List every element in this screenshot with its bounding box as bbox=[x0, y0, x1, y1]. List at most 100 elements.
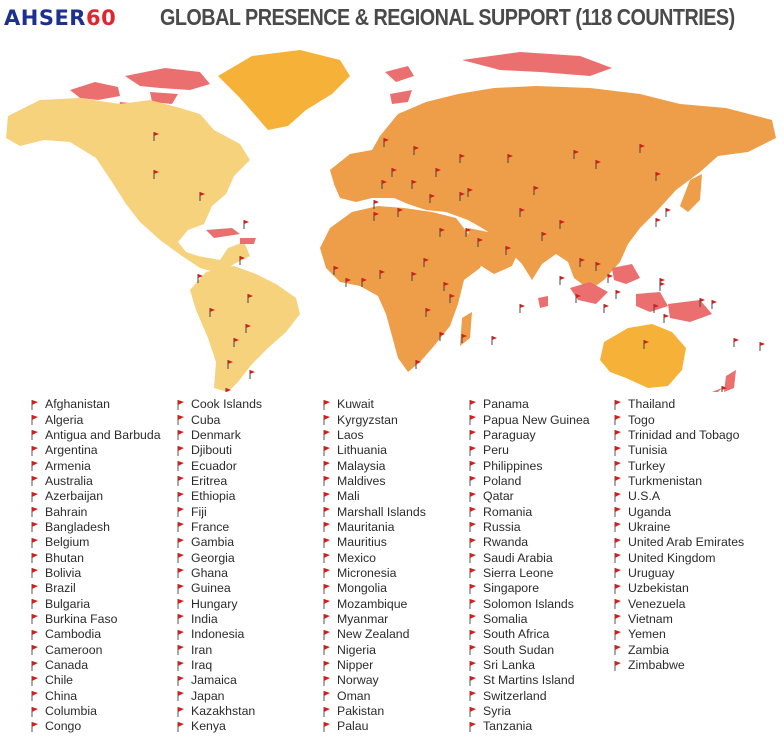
map-flag-marker bbox=[209, 308, 215, 317]
country-list-item: Eritrea bbox=[176, 474, 262, 489]
red-flag-pin-icon bbox=[323, 415, 330, 426]
country-list-item: Uganda bbox=[613, 504, 744, 519]
country-list-item: Kuwait bbox=[322, 397, 426, 412]
red-flag-pin-icon bbox=[177, 430, 184, 441]
country-name: Mozambique bbox=[337, 596, 408, 611]
map-flag-marker bbox=[579, 258, 585, 267]
map-flag-marker bbox=[699, 298, 705, 307]
red-flag-pin-icon bbox=[469, 445, 476, 456]
country-list-item: Kenya bbox=[176, 719, 262, 734]
country-name: Congo bbox=[45, 719, 82, 734]
map-flag-marker bbox=[397, 208, 403, 217]
country-name: Guinea bbox=[191, 581, 231, 596]
country-list-item: Indonesia bbox=[176, 627, 262, 642]
country-list-item: Uruguay bbox=[613, 566, 744, 581]
red-flag-pin-icon bbox=[177, 461, 184, 472]
red-flag-pin-icon bbox=[323, 522, 330, 533]
country-list-item: Papua New Guinea bbox=[468, 412, 590, 427]
country-list-item: Jamaica bbox=[176, 673, 262, 688]
country-name: Mali bbox=[337, 489, 360, 504]
country-column: Panama Papua New Guinea Paraguay Peru Philip… bbox=[468, 397, 590, 735]
country-column: Cook Islands Cuba Denmark Djibouti Ecuador Er… bbox=[176, 397, 262, 735]
country-list-item: Mexico bbox=[322, 550, 426, 565]
map-flag-marker bbox=[199, 192, 205, 201]
red-flag-pin-icon bbox=[31, 445, 38, 456]
red-flag-pin-icon bbox=[614, 583, 621, 594]
country-list-item: Belgium bbox=[30, 535, 161, 550]
red-flag-pin-icon bbox=[323, 599, 330, 610]
country-list-item: Turkmenistan bbox=[613, 474, 744, 489]
country-list-item: Brazil bbox=[30, 581, 161, 596]
red-flag-pin-icon bbox=[31, 415, 38, 426]
map-flag-marker bbox=[381, 180, 387, 189]
red-flag-pin-icon bbox=[323, 660, 330, 671]
red-flag-pin-icon bbox=[469, 568, 476, 579]
country-list-item: Saudi Arabia bbox=[468, 550, 590, 565]
red-flag-pin-icon bbox=[323, 445, 330, 456]
map-flag-marker bbox=[415, 360, 421, 369]
country-name: Ghana bbox=[191, 565, 228, 580]
country-list-item: Togo bbox=[613, 412, 744, 427]
country-name: Bahrain bbox=[45, 504, 88, 519]
country-list-item: Zimbabwe bbox=[613, 658, 744, 673]
region-japan bbox=[680, 174, 702, 212]
country-list-item: Romania bbox=[468, 504, 590, 519]
red-flag-pin-icon bbox=[469, 522, 476, 533]
red-flag-pin-icon bbox=[614, 445, 621, 456]
country-name: Cook Islands bbox=[191, 397, 263, 412]
country-name: Singapore bbox=[483, 581, 540, 596]
country-list-item: U.S.A bbox=[613, 489, 744, 504]
country-name: Ethiopia bbox=[191, 489, 236, 504]
map-flag-marker bbox=[361, 278, 367, 287]
country-list-item: Palau bbox=[322, 719, 426, 734]
map-flag-marker bbox=[247, 294, 253, 303]
red-flag-pin-icon bbox=[614, 599, 621, 610]
map-flag-marker bbox=[505, 246, 511, 255]
country-name: Chile bbox=[45, 673, 74, 688]
country-name: Syria bbox=[483, 704, 512, 719]
country-name: Antigua and Barbuda bbox=[45, 427, 161, 442]
map-flag-marker bbox=[439, 332, 445, 341]
country-list-item: St Martins Island bbox=[468, 673, 590, 688]
country-list-item: Syria bbox=[468, 704, 590, 719]
map-flag-marker bbox=[603, 304, 609, 313]
country-list-item: Oman bbox=[322, 689, 426, 704]
red-flag-pin-icon bbox=[469, 507, 476, 518]
map-flag-marker bbox=[665, 208, 671, 217]
map-flag-marker bbox=[425, 308, 431, 317]
country-name: Kazakhstan bbox=[191, 704, 256, 719]
country-name: Bolivia bbox=[45, 565, 82, 580]
country-name: Zimbabwe bbox=[628, 658, 685, 673]
country-list-item: Canada bbox=[30, 658, 161, 673]
red-flag-pin-icon bbox=[323, 476, 330, 487]
country-name: Burkina Faso bbox=[45, 611, 118, 626]
red-flag-pin-icon bbox=[177, 706, 184, 717]
country-name: Ukraine bbox=[628, 519, 671, 534]
red-flag-pin-icon bbox=[614, 537, 621, 548]
country-name: Somalia bbox=[483, 611, 528, 626]
region-australia bbox=[600, 324, 686, 388]
country-list-item: Ethiopia bbox=[176, 489, 262, 504]
red-flag-pin-icon bbox=[323, 553, 330, 564]
country-name: Denmark bbox=[191, 427, 241, 442]
country-name: Marshall Islands bbox=[337, 504, 426, 519]
red-flag-pin-icon bbox=[614, 507, 621, 518]
country-list-item: Thailand bbox=[613, 397, 744, 412]
red-flag-pin-icon bbox=[469, 706, 476, 717]
country-name: Romania bbox=[483, 504, 533, 519]
country-list-item: Australia bbox=[30, 474, 161, 489]
map-flag-marker bbox=[519, 304, 525, 313]
country-list-item: Bolivia bbox=[30, 566, 161, 581]
country-name: India bbox=[191, 611, 218, 626]
country-name: Switzerland bbox=[483, 688, 547, 703]
logo-text-accent: 60 bbox=[85, 6, 117, 30]
country-name: Solomon Islands bbox=[483, 596, 574, 611]
country-list-item: Rwanda bbox=[468, 535, 590, 550]
country-list-item: Malaysia bbox=[322, 458, 426, 473]
country-list-item: Zambia bbox=[613, 643, 744, 658]
red-flag-pin-icon bbox=[614, 645, 621, 656]
country-list-item: Mongolia bbox=[322, 581, 426, 596]
country-list-item: Iran bbox=[176, 643, 262, 658]
map-flag-marker bbox=[373, 200, 379, 209]
country-list-item: Turkey bbox=[613, 458, 744, 473]
